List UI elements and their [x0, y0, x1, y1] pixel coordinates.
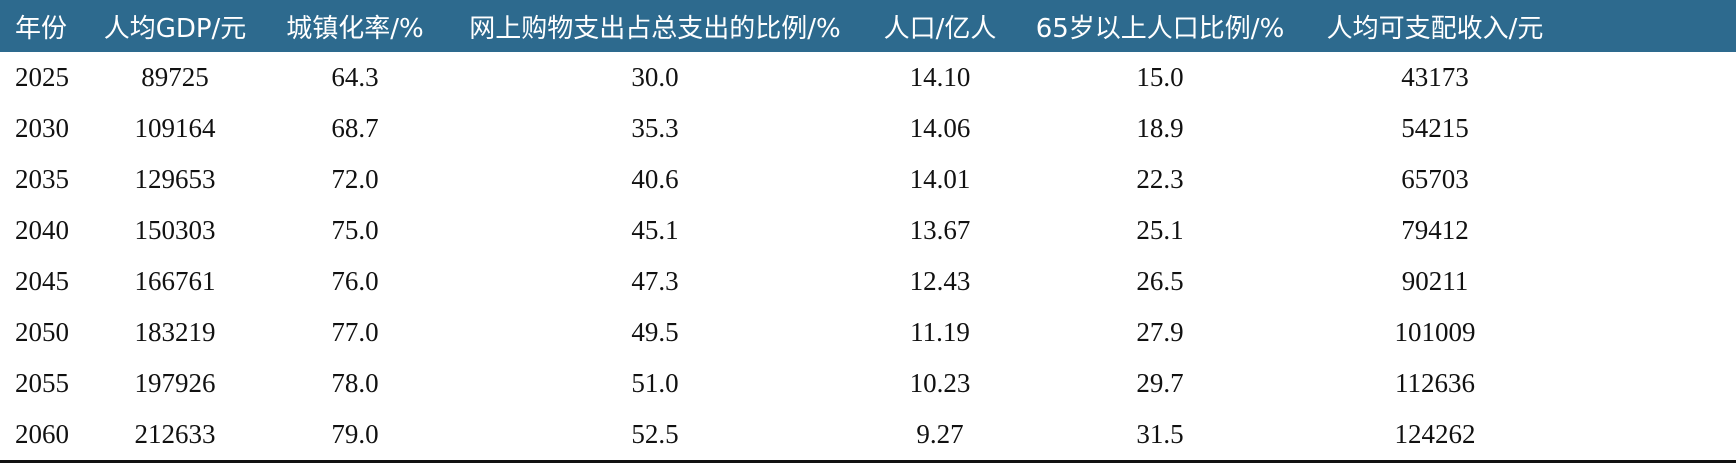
header-cell: 人均GDP/元 [88, 0, 262, 52]
table-cell: 31.5 [1136, 419, 1184, 449]
table-cell: 15.0 [1136, 62, 1184, 92]
table-row: 2045 166761 76.0 47.3 12.43 26.5 90211 [0, 256, 1736, 307]
table-cell: 2060 [15, 419, 69, 449]
table-cell: 64.3 [331, 62, 379, 92]
header-cell: 城镇化率/% [262, 0, 448, 52]
table-cell: 2030 [15, 113, 69, 143]
table-cell: 2055 [15, 368, 69, 398]
table-cell: 9.27 [916, 419, 964, 449]
table-cell: 75.0 [331, 215, 379, 245]
table-body: 2025 89725 64.3 30.0 14.10 15.0 43173 2030 10916… [0, 52, 1736, 462]
table-cell: 14.01 [909, 164, 971, 194]
table-row: 2030 109164 68.7 35.3 14.06 18.9 54215 [0, 103, 1736, 154]
header-cell: 人口/亿人 [862, 0, 1018, 52]
header-cell: 65岁以上人口比例/% [1018, 0, 1302, 52]
header-cell: 网上购物支出占总支出的比例/% [448, 0, 862, 52]
table-cell: 12.43 [909, 266, 971, 296]
table-cell: 150303 [134, 215, 216, 245]
table-cell: 10.23 [909, 368, 971, 398]
table-row: 2035 129653 72.0 40.6 14.01 22.3 65703 [0, 154, 1736, 205]
table-cell: 30.0 [631, 62, 679, 92]
table-cell: 78.0 [331, 368, 379, 398]
table-cell: 2025 [15, 62, 69, 92]
table-cell: 2045 [15, 266, 69, 296]
table-cell: 47.3 [631, 266, 679, 296]
table-cell: 89725 [141, 62, 209, 92]
header-cell: 人均可支配收入/元 [1302, 0, 1736, 52]
table-cell: 197926 [134, 368, 216, 398]
table-cell: 13.67 [909, 215, 971, 245]
table-cell: 166761 [134, 266, 216, 296]
table-cell: 14.06 [909, 113, 971, 143]
table-cell: 49.5 [631, 317, 679, 347]
table-cell: 22.3 [1136, 164, 1184, 194]
table-cell: 65703 [1401, 164, 1469, 194]
table-row: 2050 183219 77.0 49.5 11.19 27.9 101009 [0, 307, 1736, 358]
table-cell: 72.0 [331, 164, 379, 194]
table-cell: 2040 [15, 215, 69, 245]
table-cell: 27.9 [1136, 317, 1184, 347]
table-row: 2055 197926 78.0 51.0 10.23 29.7 112636 [0, 358, 1736, 409]
table-cell: 2050 [15, 317, 69, 347]
table-cell: 112636 [1395, 368, 1475, 398]
table-cell: 79412 [1401, 215, 1469, 245]
header-cell: 年份 [0, 0, 88, 52]
table-cell: 25.1 [1136, 215, 1184, 245]
table-cell: 101009 [1394, 317, 1476, 347]
table-cell: 79.0 [331, 419, 379, 449]
header-row: 年份 人均GDP/元 城镇化率/% 网上购物支出占总支出的比例/% 人口/亿人 65岁以上… [0, 0, 1736, 52]
table-cell: 2035 [15, 164, 69, 194]
table-cell: 54215 [1401, 113, 1469, 143]
table-cell: 11.19 [910, 317, 970, 347]
table-row: 2040 150303 75.0 45.1 13.67 25.1 79412 [0, 205, 1736, 256]
table-cell: 90211 [1401, 266, 1469, 296]
table-header: 年份 人均GDP/元 城镇化率/% 网上购物支出占总支出的比例/% 人口/亿人 65岁以上… [0, 0, 1736, 52]
table-cell: 68.7 [331, 113, 379, 143]
table-cell: 45.1 [631, 215, 679, 245]
table-cell: 76.0 [331, 266, 379, 296]
table-cell: 43173 [1401, 62, 1469, 92]
table-cell: 26.5 [1136, 266, 1184, 296]
table-cell: 29.7 [1136, 368, 1184, 398]
table-cell: 129653 [134, 164, 216, 194]
table-cell: 124262 [1394, 419, 1476, 449]
table-cell: 77.0 [331, 317, 379, 347]
table-cell: 18.9 [1136, 113, 1184, 143]
table-cell: 35.3 [631, 113, 679, 143]
table-row: 2060 212633 79.0 52.5 9.27 31.5 124262 [0, 409, 1736, 462]
table-cell: 40.6 [631, 164, 679, 194]
table-cell: 109164 [134, 113, 216, 143]
table-cell: 212633 [134, 419, 216, 449]
table-cell: 52.5 [631, 419, 679, 449]
table-cell: 14.10 [909, 62, 971, 92]
table-cell: 183219 [134, 317, 216, 347]
table-row: 2025 89725 64.3 30.0 14.10 15.0 43173 [0, 52, 1736, 103]
table-cell: 51.0 [631, 368, 679, 398]
